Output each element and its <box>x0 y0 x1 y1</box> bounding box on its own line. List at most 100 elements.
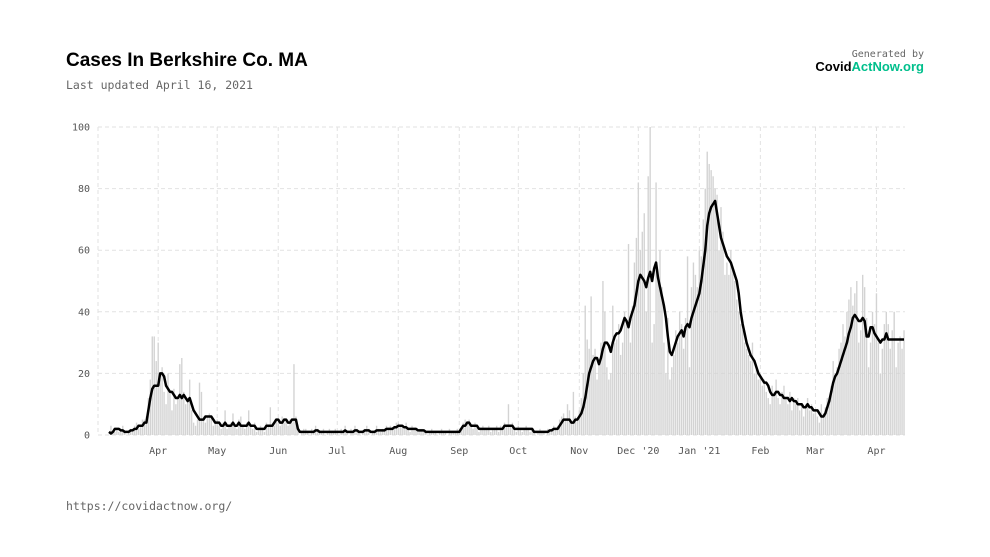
x-tick-label: Apr <box>149 446 167 457</box>
y-tick-label: 60 <box>78 246 90 257</box>
bar <box>863 287 866 435</box>
bar <box>411 425 413 435</box>
bar <box>407 428 409 435</box>
bar <box>806 398 809 435</box>
bar <box>143 419 146 435</box>
bar <box>155 361 157 435</box>
bar <box>450 431 453 435</box>
bar <box>326 431 329 435</box>
bar <box>159 379 161 435</box>
bar <box>625 324 628 435</box>
bar <box>895 367 897 435</box>
bar <box>694 274 697 435</box>
bar <box>157 342 159 435</box>
generated-by: Generated by <box>852 49 924 60</box>
bar <box>472 428 474 435</box>
bar <box>641 231 643 435</box>
bar <box>761 385 764 435</box>
bar <box>226 428 228 435</box>
bar <box>495 425 498 435</box>
bar <box>312 431 315 435</box>
bar <box>527 428 529 435</box>
bar <box>521 431 523 435</box>
logo: CovidActNow.org <box>815 59 924 74</box>
y-tick-label: 40 <box>78 307 90 318</box>
bar <box>580 398 582 435</box>
bar <box>572 391 575 435</box>
bar <box>588 348 590 435</box>
bar <box>261 428 264 435</box>
bar <box>698 250 701 435</box>
bar <box>307 431 309 435</box>
bar <box>492 428 494 435</box>
bar <box>214 422 216 435</box>
bar <box>293 364 295 435</box>
bar <box>401 425 403 435</box>
bar <box>190 410 193 435</box>
bar <box>647 176 649 435</box>
bar <box>836 367 838 435</box>
bar <box>425 431 427 435</box>
bar <box>543 431 545 435</box>
bar <box>234 425 236 435</box>
bar <box>832 361 834 435</box>
bar <box>700 256 703 435</box>
bar <box>665 373 667 435</box>
bar <box>596 379 598 435</box>
bar <box>639 250 642 435</box>
bar <box>273 425 275 435</box>
bar <box>610 373 612 435</box>
bar <box>708 163 710 435</box>
bar <box>897 342 899 435</box>
bar <box>899 336 901 435</box>
bar <box>692 262 695 435</box>
bar <box>263 431 266 435</box>
bar <box>885 311 887 435</box>
bar <box>332 431 335 435</box>
bar <box>789 391 791 435</box>
bar <box>468 419 470 435</box>
y-tick-label: 80 <box>78 184 90 195</box>
bar <box>259 425 262 435</box>
bar <box>291 422 293 435</box>
bar <box>726 262 728 435</box>
bar <box>860 330 862 435</box>
bar <box>862 274 864 435</box>
bar <box>645 311 647 435</box>
bar <box>706 151 708 435</box>
bar <box>482 425 484 435</box>
bar <box>220 428 222 435</box>
bar <box>734 281 736 435</box>
bar <box>675 330 677 435</box>
bar <box>655 182 657 435</box>
bar <box>204 422 207 435</box>
bar <box>387 428 390 435</box>
bar <box>667 317 669 435</box>
bar <box>606 367 608 435</box>
x-tick-label: Jan '21 <box>678 446 720 457</box>
bar <box>249 425 252 435</box>
bar <box>301 431 303 435</box>
bar <box>525 425 527 435</box>
bar <box>173 388 175 435</box>
bar <box>775 379 777 435</box>
bar <box>753 373 756 435</box>
bar <box>712 176 714 435</box>
bar <box>517 425 519 435</box>
bar <box>222 422 224 435</box>
bar <box>714 188 716 435</box>
bar <box>718 250 720 435</box>
bar <box>875 293 878 435</box>
bar <box>659 250 661 435</box>
bar <box>608 379 610 435</box>
bar <box>470 425 472 435</box>
bar <box>797 398 799 435</box>
bar <box>600 342 602 435</box>
bar <box>669 379 671 435</box>
bar <box>362 431 364 435</box>
bar <box>867 367 870 435</box>
bar <box>808 410 811 435</box>
bar <box>619 354 622 435</box>
bar <box>549 431 551 435</box>
